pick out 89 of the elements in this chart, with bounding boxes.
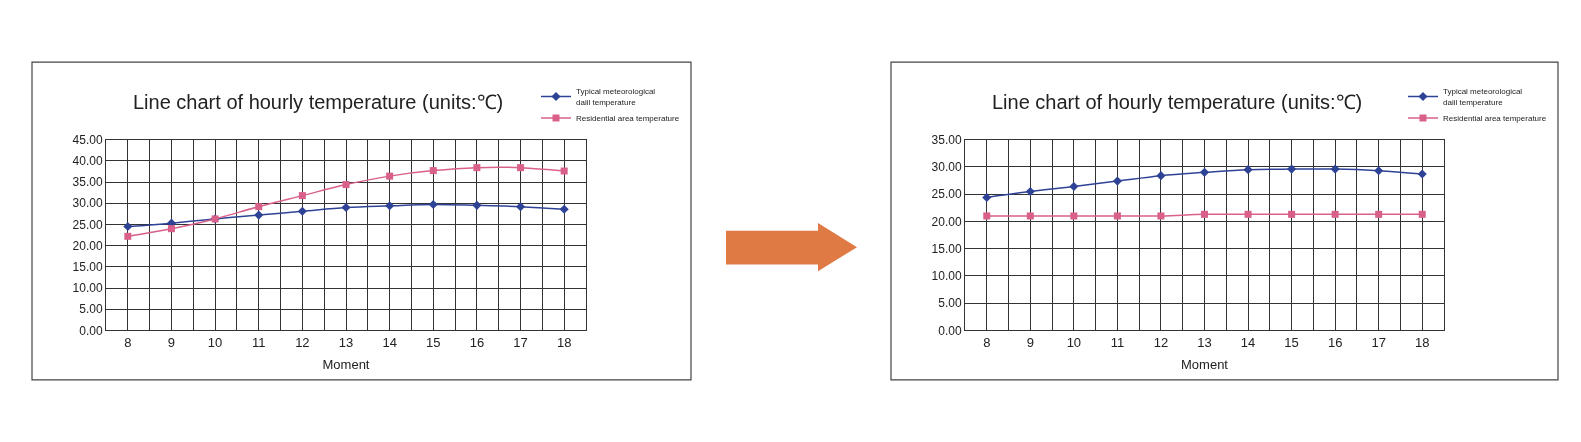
x-tick-label: 14 (382, 335, 397, 351)
x-tick-label: 9 (167, 335, 176, 351)
point (1069, 181, 1079, 192)
legend-label: Typical meteorological daiil temperature (576, 87, 656, 107)
point (1418, 210, 1426, 218)
point (473, 164, 481, 172)
point (123, 222, 133, 232)
point (1113, 212, 1121, 220)
y-tick-label: 35.00 (931, 132, 962, 147)
y-tick-label: 20.00 (931, 214, 962, 229)
point (124, 232, 132, 240)
point (1244, 210, 1252, 218)
x-tick-label: 13 (338, 335, 354, 351)
x-tick-label: 12 (295, 335, 310, 351)
point (472, 200, 482, 210)
y-tick-label: 0.00 (938, 323, 962, 338)
point (254, 210, 264, 220)
point (560, 167, 568, 175)
point (1330, 164, 1340, 174)
x-tick-label: 11 (1110, 335, 1125, 351)
x-axis-title: Moment (322, 356, 370, 372)
point (1201, 210, 1208, 218)
point (297, 206, 307, 216)
y-tick-label: 10.00 (72, 281, 103, 296)
point (1375, 210, 1383, 218)
point (1199, 167, 1210, 177)
y-tick-label: 15.00 (931, 241, 962, 256)
point (517, 164, 525, 172)
x-tick-label: 18 (556, 335, 572, 351)
legend-label: Residential area temperature (1443, 114, 1547, 124)
point (1287, 164, 1297, 174)
chart-title: Line chart of hourly temperature (units:℃) (133, 91, 504, 113)
x-tick-label: 12 (1153, 335, 1169, 351)
point (255, 203, 263, 211)
y-tick-label: 25.00 (72, 217, 103, 232)
point (1070, 212, 1078, 220)
y-tick-label: 30.00 (931, 160, 962, 175)
point (1288, 210, 1296, 218)
y-tick-label: 20.00 (72, 238, 103, 253)
x-tick-label: 16 (469, 335, 485, 351)
x-axis-title: Moment (1181, 356, 1229, 372)
point (1112, 176, 1122, 186)
x-tick-label: 17 (1371, 335, 1386, 351)
x-tick-label: 18 (1415, 335, 1430, 351)
x-tick-label: 8 (983, 335, 991, 351)
point (1417, 169, 1427, 179)
x-tick-label: 9 (1026, 335, 1034, 351)
y-tick-label: 25.00 (931, 187, 962, 202)
point (429, 167, 437, 175)
point (428, 199, 438, 210)
point (1025, 186, 1035, 196)
x-tick-label: 10 (207, 335, 223, 351)
point (386, 172, 394, 180)
y-tick-label: 35.00 (72, 175, 103, 190)
point (559, 204, 569, 214)
point (1156, 171, 1166, 181)
x-tick-label: 14 (1240, 335, 1256, 351)
x-tick-label: 17 (513, 335, 528, 351)
point (982, 192, 992, 202)
y-tick-label: 30.00 (72, 196, 103, 211)
point (983, 212, 991, 220)
chart-title: Line chart of hourly temperature (units:℃) (992, 91, 1363, 113)
x-tick-label: 16 (1327, 335, 1343, 351)
point (1374, 166, 1384, 176)
point (1026, 212, 1034, 220)
point (342, 181, 350, 189)
x-tick-label: 10 (1066, 335, 1082, 351)
x-tick-label: 8 (124, 335, 132, 351)
point (167, 225, 175, 233)
y-tick-label: 5.00 (79, 302, 103, 317)
y-tick-label: 40.00 (72, 154, 103, 169)
x-tick-label: 11 (251, 335, 266, 351)
point (516, 202, 526, 212)
x-tick-label: 13 (1197, 335, 1212, 351)
legend-label: Typical meteorological daiil temperature (1443, 87, 1523, 107)
x-tick-label: 15 (1284, 335, 1299, 351)
y-tick-label: 15.00 (72, 260, 103, 275)
y-tick-label: 45.00 (72, 132, 103, 147)
y-tick-label: 0.00 (79, 323, 103, 338)
point (1243, 165, 1253, 175)
point (298, 192, 306, 200)
point (341, 202, 351, 213)
y-tick-label: 10.00 (931, 269, 962, 284)
y-tick-label: 5.00 (938, 296, 962, 311)
point (385, 201, 395, 211)
point (1331, 210, 1339, 218)
x-tick-label: 15 (426, 335, 441, 351)
legend-label: Residential area temperature (576, 114, 680, 124)
point (1157, 212, 1165, 220)
